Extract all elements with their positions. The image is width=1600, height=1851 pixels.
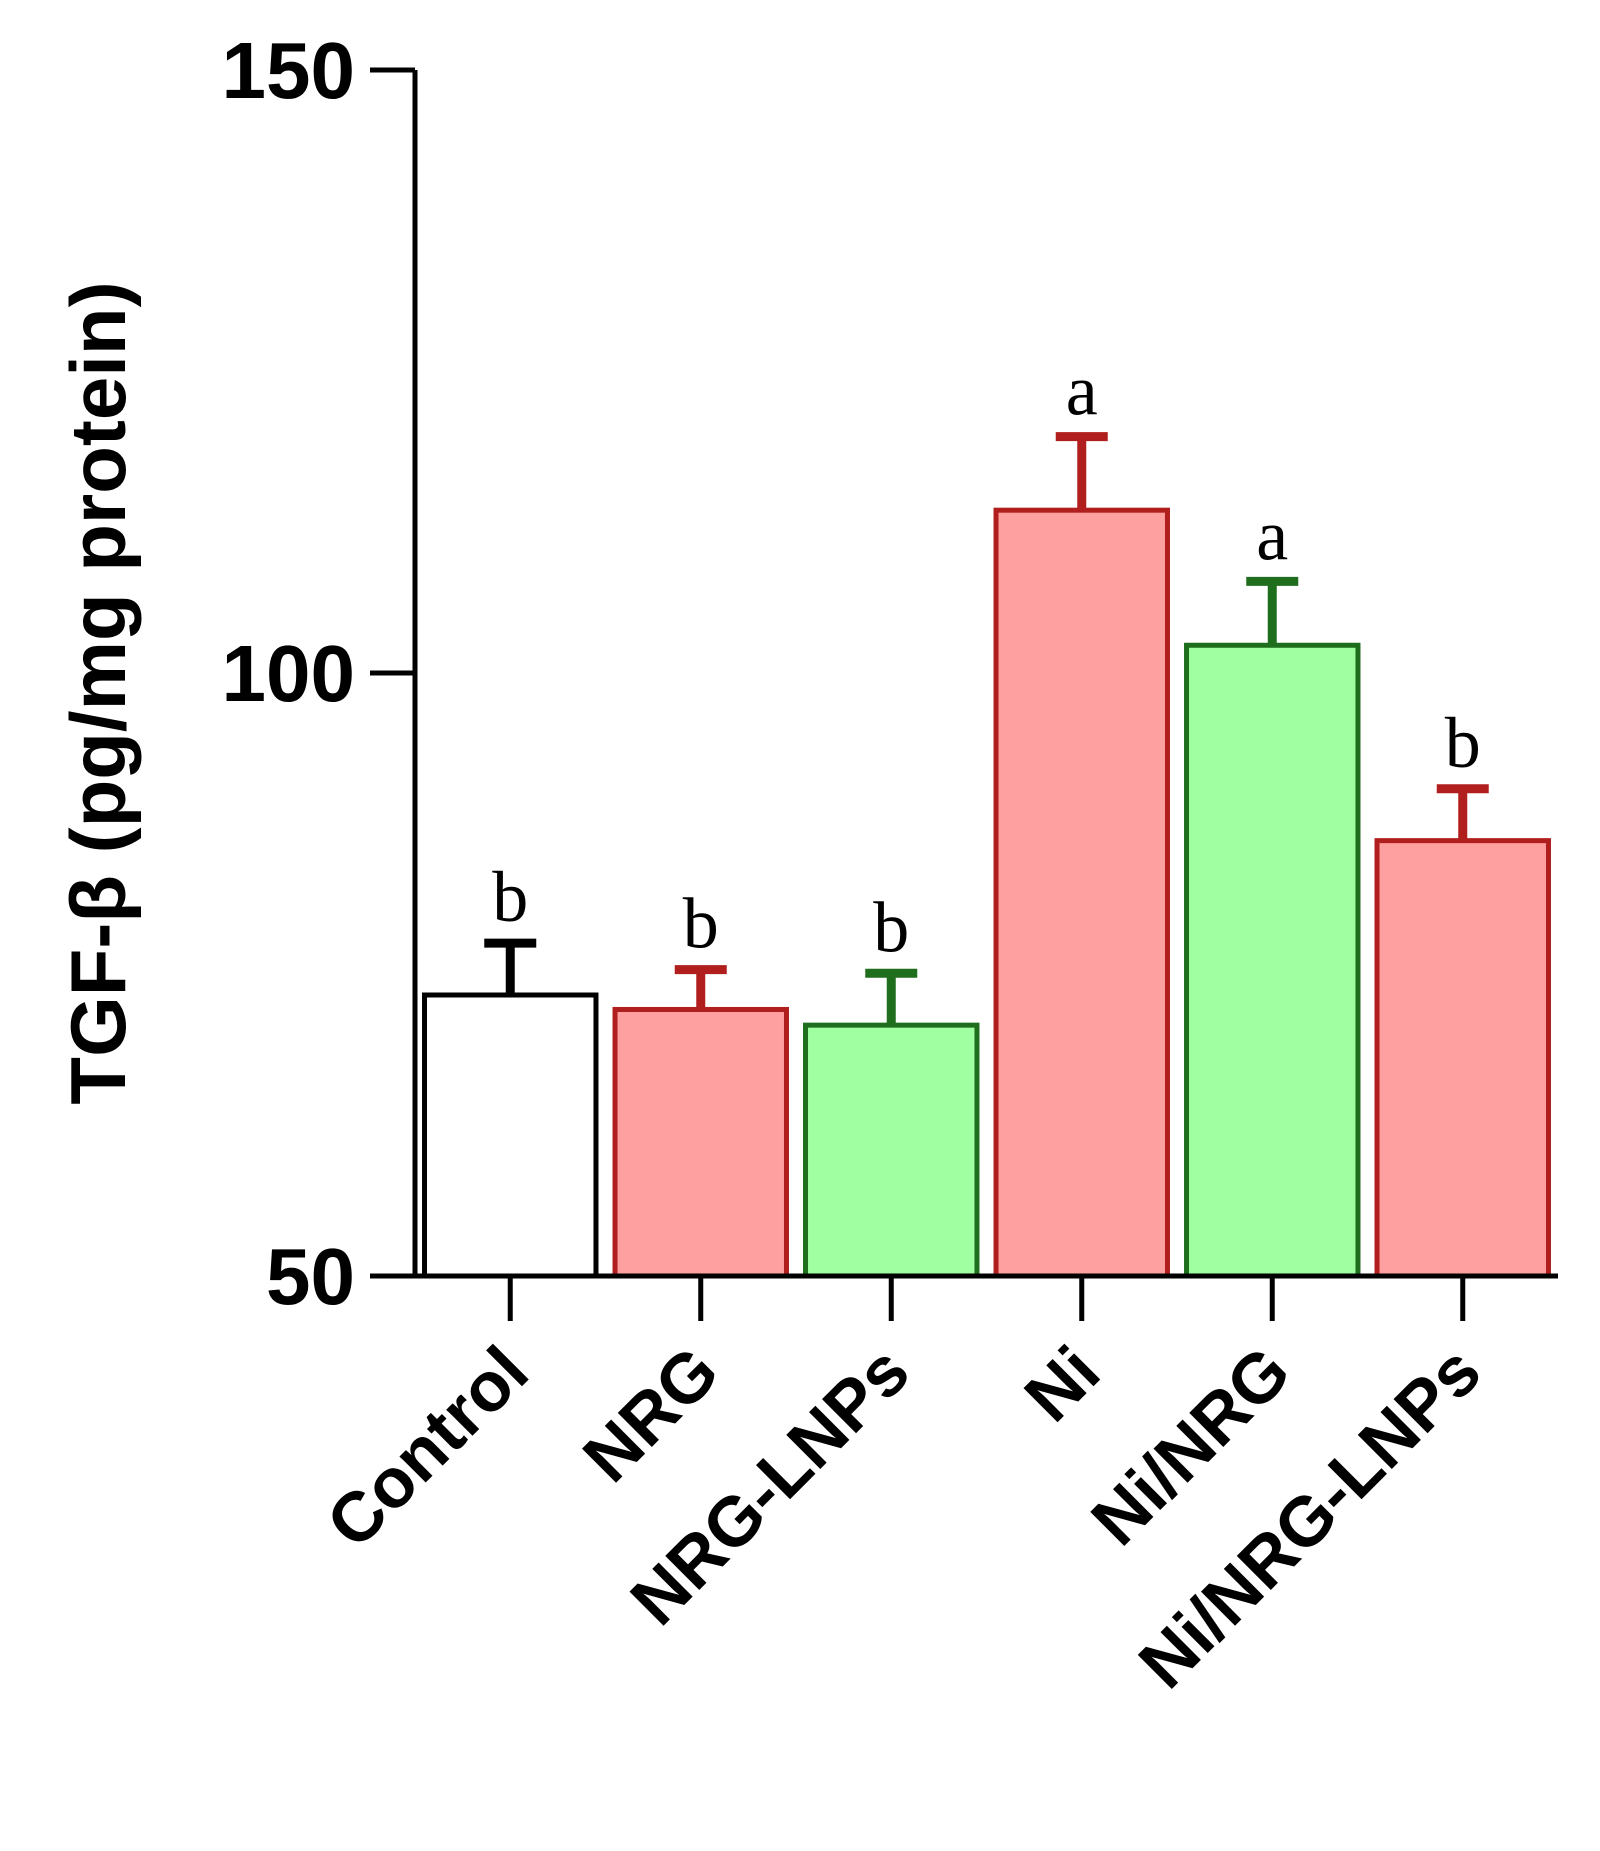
bar-control bbox=[422, 992, 599, 1279]
y-ticks-layer: 50 100 150 bbox=[222, 26, 355, 1321]
y-tick-label: 50 bbox=[266, 1232, 355, 1321]
significance-letter: a bbox=[1066, 351, 1098, 431]
significance-letter: a bbox=[1256, 495, 1288, 575]
significance-letter: b bbox=[1445, 703, 1481, 783]
error-bar bbox=[1055, 432, 1108, 511]
y-tick-label: 150 bbox=[222, 26, 355, 115]
error-bar bbox=[1246, 576, 1299, 646]
error-bar bbox=[865, 968, 918, 1026]
x-tick-label: Ni bbox=[1010, 1331, 1115, 1436]
axes-layer bbox=[370, 67, 1558, 1321]
error-bars-layer bbox=[484, 432, 1489, 1026]
error-bar bbox=[1436, 784, 1489, 841]
bar-nrg-lnps bbox=[803, 1022, 980, 1279]
y-tick-label: 100 bbox=[222, 629, 355, 718]
significance-letter: b bbox=[683, 884, 719, 964]
bar-ni bbox=[993, 507, 1170, 1279]
bars-layer bbox=[422, 507, 1551, 1279]
error-bar bbox=[674, 965, 727, 1010]
x-tick-label: Ni/NRG-LNPs bbox=[1124, 1331, 1495, 1702]
significance-letter: b bbox=[492, 857, 528, 937]
significance-letters-layer: b b b a a b bbox=[492, 351, 1481, 968]
error-bar bbox=[484, 938, 537, 996]
x-tick-label: Control bbox=[312, 1331, 543, 1562]
bar-nrg bbox=[612, 1006, 789, 1279]
bar-ni-nrg-lnps bbox=[1374, 838, 1551, 1279]
significance-letter: b bbox=[873, 887, 909, 967]
x-tick-label: NRG bbox=[568, 1331, 733, 1496]
y-axis-label: TGF-β (pg/mg protein) bbox=[54, 281, 142, 1104]
bar-ni-nrg bbox=[1184, 642, 1361, 1279]
